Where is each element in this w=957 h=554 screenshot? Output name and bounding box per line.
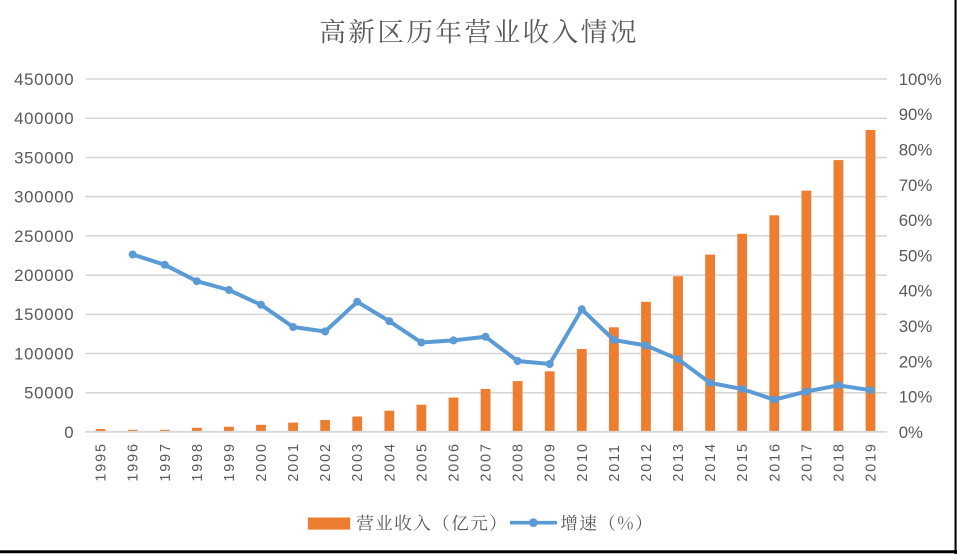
svg-text:450000: 450000 [14,70,74,89]
svg-text:2018: 2018 [831,442,847,481]
svg-text:90%: 90% [899,105,933,124]
svg-text:50000: 50000 [24,384,74,403]
svg-text:2016: 2016 [767,442,783,481]
svg-text:250000: 250000 [14,227,74,246]
svg-text:2013: 2013 [671,442,687,481]
svg-text:400000: 400000 [14,109,74,128]
svg-text:150000: 150000 [14,305,74,324]
svg-text:10%: 10% [899,388,933,407]
svg-text:2012: 2012 [639,442,655,481]
svg-text:0: 0 [64,423,74,442]
svg-text:2015: 2015 [735,442,751,481]
svg-text:100%: 100% [899,70,942,89]
svg-text:80%: 80% [899,141,933,160]
svg-text:200000: 200000 [14,266,74,285]
svg-text:50%: 50% [899,246,933,265]
svg-text:2011: 2011 [607,443,623,481]
svg-text:1998: 1998 [190,442,206,481]
svg-text:2006: 2006 [446,442,462,481]
svg-text:2001: 2001 [286,442,302,481]
svg-text:0%: 0% [899,423,923,442]
svg-text:1999: 1999 [222,442,238,481]
svg-text:70%: 70% [899,176,933,195]
svg-text:2009: 2009 [543,442,559,481]
svg-text:1995: 1995 [94,442,110,481]
svg-text:2003: 2003 [350,442,366,481]
svg-text:2002: 2002 [318,442,334,481]
svg-text:1997: 1997 [158,442,174,481]
svg-text:1996: 1996 [126,442,142,481]
svg-text:100000: 100000 [14,344,74,363]
svg-text:2019: 2019 [864,442,880,481]
svg-text:60%: 60% [899,211,933,230]
svg-text:2008: 2008 [511,442,527,481]
svg-text:20%: 20% [899,352,933,371]
svg-text:2007: 2007 [479,442,495,481]
svg-text:2005: 2005 [414,442,430,481]
svg-text:350000: 350000 [14,148,74,167]
svg-text:300000: 300000 [14,188,74,207]
svg-text:2000: 2000 [254,442,270,481]
svg-text:30%: 30% [899,317,933,336]
svg-text:2004: 2004 [382,442,398,481]
svg-text:2014: 2014 [703,442,719,481]
svg-text:40%: 40% [899,282,933,301]
svg-text:2010: 2010 [575,442,591,481]
svg-text:2017: 2017 [799,442,815,481]
